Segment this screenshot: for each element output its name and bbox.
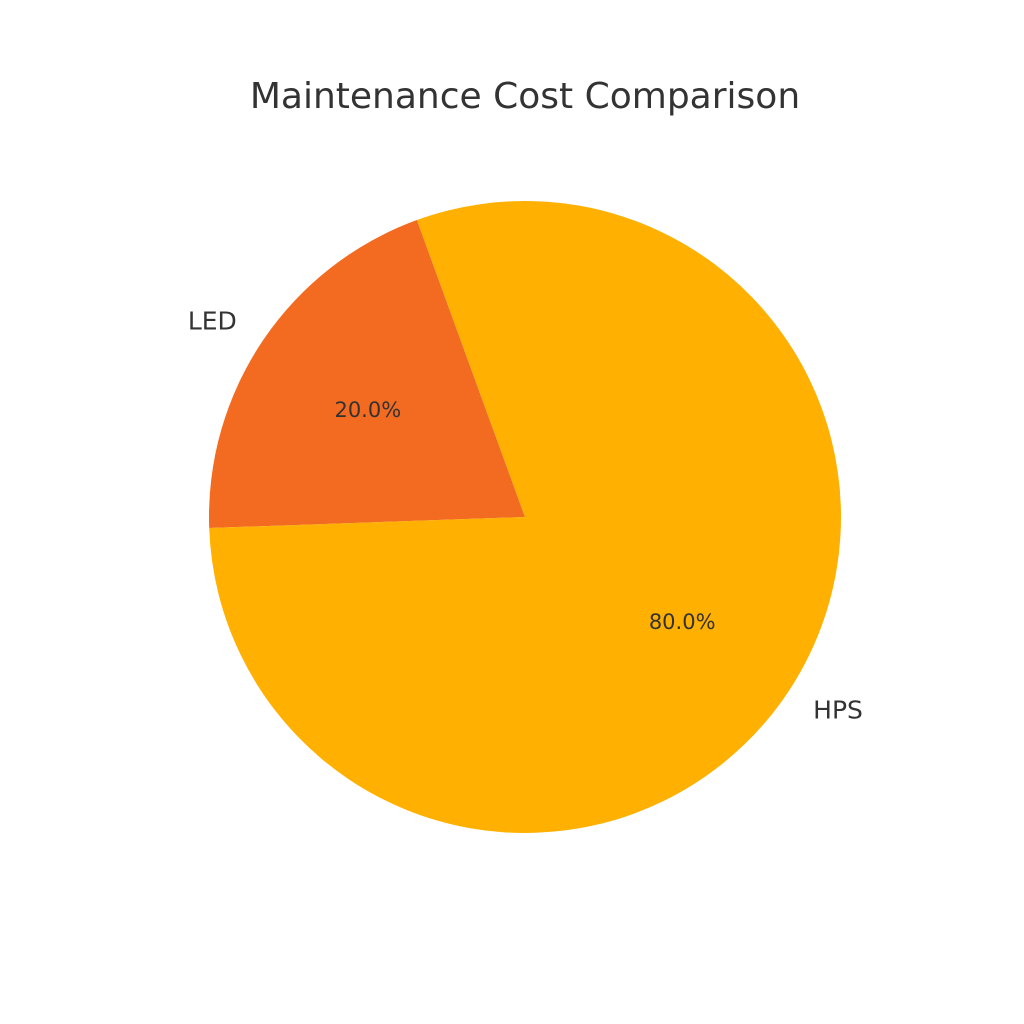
- pie-labels: LED 20.0% HPS 80.0%: [188, 307, 863, 725]
- pie-slices: [209, 201, 842, 833]
- chart-title: Maintenance Cost Comparison: [250, 76, 800, 117]
- pie-slice-hps: [209, 201, 842, 833]
- slice-percent-hps: 80.0%: [649, 610, 716, 634]
- slice-label-led: LED: [188, 307, 237, 336]
- pie-slice-led: [209, 220, 526, 529]
- slice-percent-led: 20.0%: [334, 398, 401, 422]
- slice-label-hps: HPS: [813, 695, 863, 724]
